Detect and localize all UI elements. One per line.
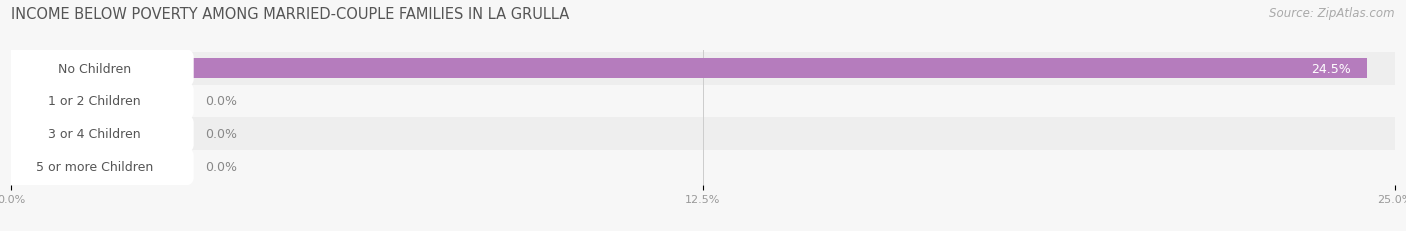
Text: 5 or more Children: 5 or more Children	[35, 160, 153, 173]
Bar	[11, 157, 188, 177]
FancyBboxPatch shape	[0, 81, 194, 122]
Text: 0.0%: 0.0%	[205, 160, 238, 173]
Text: 0.0%: 0.0%	[205, 128, 238, 141]
FancyBboxPatch shape	[0, 146, 194, 187]
Text: No Children: No Children	[58, 62, 131, 75]
Bar	[11, 150, 1395, 183]
Text: 24.5%: 24.5%	[1310, 62, 1351, 75]
Bar	[11, 59, 1367, 79]
Bar	[11, 91, 188, 112]
Bar	[11, 52, 1395, 85]
Bar	[11, 124, 188, 144]
Bar	[11, 85, 1395, 118]
FancyBboxPatch shape	[0, 114, 194, 155]
FancyBboxPatch shape	[0, 48, 194, 89]
Text: 1 or 2 Children: 1 or 2 Children	[48, 95, 141, 108]
Text: 0.0%: 0.0%	[205, 95, 238, 108]
Text: INCOME BELOW POVERTY AMONG MARRIED-COUPLE FAMILIES IN LA GRULLA: INCOME BELOW POVERTY AMONG MARRIED-COUPL…	[11, 7, 569, 22]
Text: Source: ZipAtlas.com: Source: ZipAtlas.com	[1270, 7, 1395, 20]
Bar	[11, 118, 1395, 150]
Text: 3 or 4 Children: 3 or 4 Children	[48, 128, 141, 141]
